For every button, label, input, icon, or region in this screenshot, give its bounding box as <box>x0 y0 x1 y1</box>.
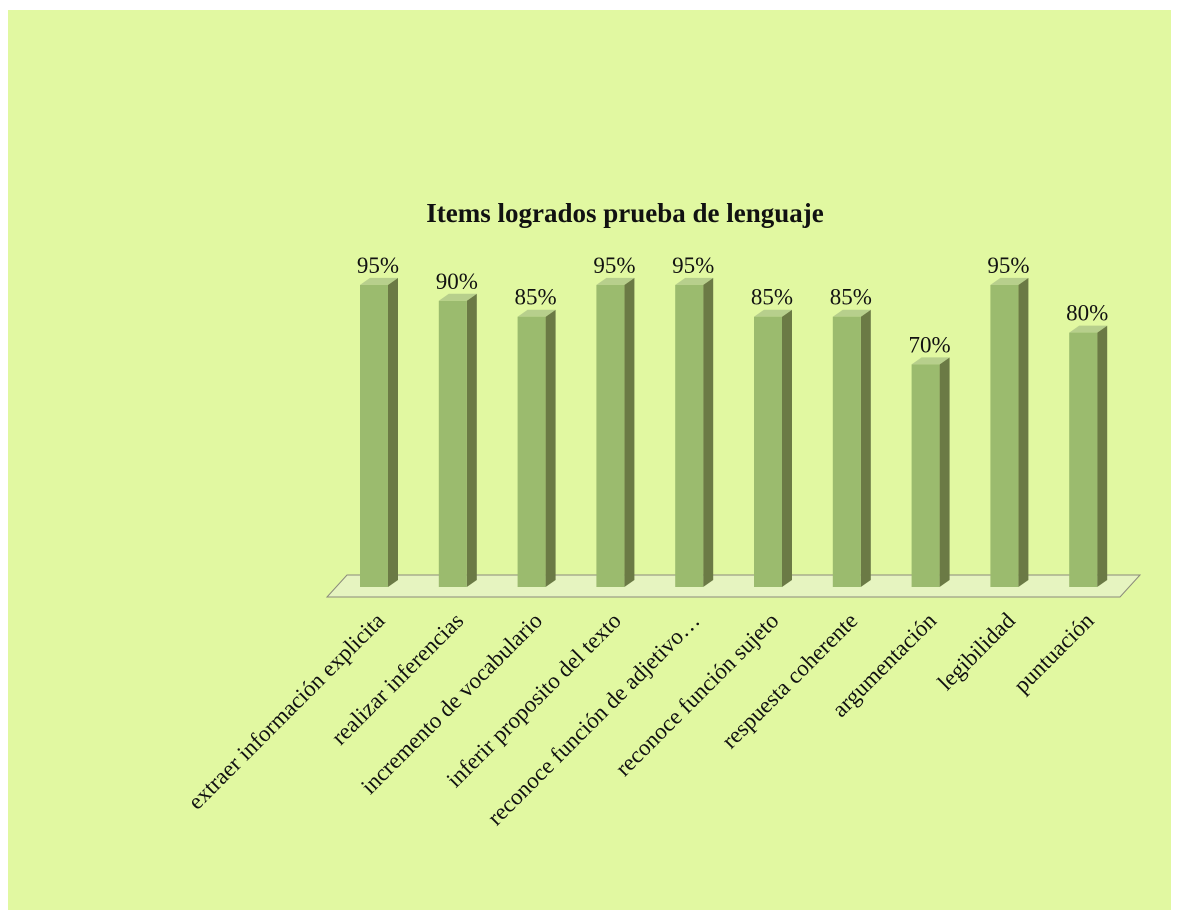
bar-side <box>860 309 871 587</box>
bar <box>1069 332 1098 587</box>
data-label: 95% <box>593 253 635 278</box>
bar-side <box>545 309 556 587</box>
bar <box>675 284 704 587</box>
bar-top <box>990 277 1029 285</box>
chart-title: Items logrados prueba de lenguaje <box>426 198 824 228</box>
data-label: 90% <box>436 269 478 294</box>
bar-top <box>754 309 792 317</box>
bar-side <box>703 277 714 587</box>
bar-side <box>1018 277 1029 587</box>
data-label: 70% <box>909 332 951 357</box>
data-label: 95% <box>357 253 399 278</box>
bar <box>990 284 1019 587</box>
bar-top <box>675 277 714 285</box>
data-label: 95% <box>987 253 1029 278</box>
bar-top <box>911 357 950 365</box>
bar <box>517 316 546 587</box>
bar-side <box>939 357 950 587</box>
bar-side <box>466 293 477 587</box>
data-label: 85% <box>751 285 793 310</box>
data-label: 85% <box>515 285 557 310</box>
bar-top <box>596 277 635 285</box>
bar <box>754 316 782 587</box>
bar-top <box>832 309 871 317</box>
bar <box>360 284 388 587</box>
chart-background <box>8 10 1171 910</box>
bar <box>911 364 940 587</box>
bar-side <box>624 277 635 587</box>
bar-side <box>1097 325 1108 587</box>
bar-top <box>360 277 398 285</box>
data-label: 95% <box>672 253 714 278</box>
bar-side <box>388 277 398 587</box>
bar-top <box>517 309 556 317</box>
bar <box>596 284 625 587</box>
bar <box>438 300 467 587</box>
bar-top <box>438 293 477 301</box>
bar-side <box>782 309 792 587</box>
bar <box>832 316 861 587</box>
data-label: 80% <box>1066 301 1108 326</box>
bar-top <box>1069 325 1108 333</box>
data-label: 85% <box>830 285 872 310</box>
